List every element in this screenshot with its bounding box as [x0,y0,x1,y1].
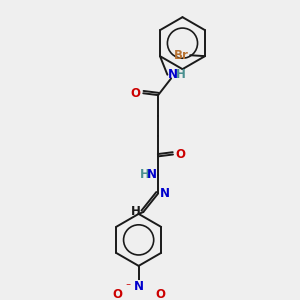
Text: O: O [130,87,140,100]
Text: Br: Br [174,49,189,62]
Text: H: H [176,68,186,81]
Text: O: O [155,288,165,300]
Text: N: N [134,280,144,293]
Text: O: O [176,148,186,161]
Text: H: H [130,205,140,218]
Text: O: O [112,288,122,300]
Text: N: N [168,68,178,81]
Text: N: N [160,187,170,200]
Text: H: H [140,168,150,182]
Text: ⁻: ⁻ [126,282,131,292]
Text: N: N [147,168,157,182]
